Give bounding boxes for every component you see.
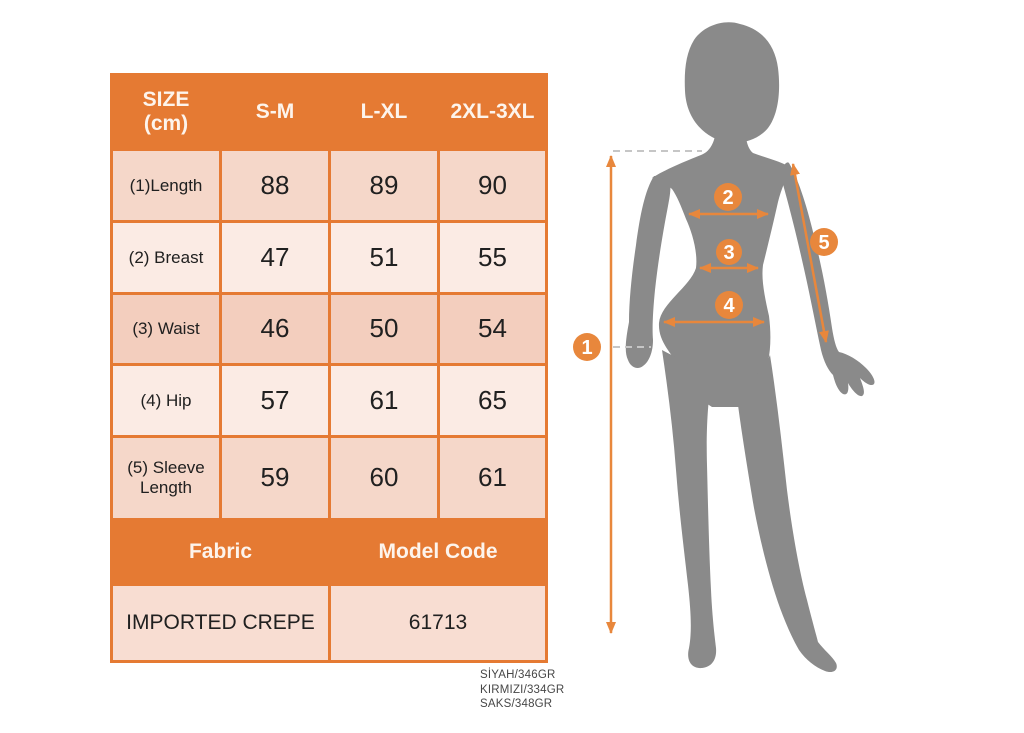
marker-circle-1	[573, 333, 601, 361]
color-weight-codes: SİYAH/346GR KIRMIZI/334GR SAKS/348GR	[480, 668, 564, 712]
hip-lxl: 61	[331, 366, 437, 435]
color-code-line-2: KIRMIZI/334GR	[480, 683, 565, 696]
color-code-line-3: SAKS/348GR	[480, 698, 553, 710]
size-header-line1: SIZE	[142, 87, 190, 111]
left-leg-shape	[662, 350, 727, 669]
marker-label-4: 4	[723, 295, 735, 317]
row-label-length: (1)Length	[113, 151, 219, 220]
marker-label-3: 3	[723, 242, 734, 264]
female-figure-silhouette	[625, 22, 875, 673]
hip-2xl3xl: 65	[440, 366, 545, 435]
model-code-header-cell: Model Code	[331, 521, 545, 583]
row-label-hip: (4) Hip	[113, 366, 219, 435]
hip-sm: 57	[222, 366, 328, 435]
breast-lxl: 51	[331, 223, 437, 292]
row-label-waist: (3) Waist	[113, 295, 219, 363]
col-header-sm: S-M	[222, 76, 328, 148]
fabric-header-cell: Fabric	[113, 521, 328, 583]
sleeve-sm: 59	[222, 438, 328, 518]
sleeve-lxl: 60	[331, 438, 437, 518]
row-label-breast: (2) Breast	[113, 223, 219, 292]
left-arm-shape	[625, 176, 671, 368]
breast-sm: 47	[222, 223, 328, 292]
marker-label-2: 2	[722, 187, 733, 209]
col-header-2xl3xl: 2XL-3XL	[440, 76, 545, 148]
sleeve-arrow	[790, 163, 829, 343]
marker-circle-5	[810, 228, 838, 256]
hair-shape	[684, 22, 780, 143]
size-chart-table: SIZE (cm) S-M L-XL 2XL-3XL (1)Length 88 …	[110, 73, 548, 663]
marker-circle-2	[714, 183, 742, 211]
waist-lxl: 50	[331, 295, 437, 363]
marker-circle-3	[716, 239, 742, 265]
fabric-value-cell: IMPORTED CREPE	[113, 586, 328, 660]
color-code-line-1: SİYAH/346GR	[480, 669, 556, 681]
col-header-size: SIZE (cm)	[113, 76, 219, 148]
length-sm: 88	[222, 151, 328, 220]
size-header-line2: (cm)	[143, 112, 189, 135]
row-label-sleeve-length: (5) Sleeve Length	[113, 438, 219, 518]
col-header-lxl: L-XL	[331, 76, 437, 148]
waist-sm: 46	[222, 295, 328, 363]
marker-label-1: 1	[581, 337, 592, 359]
right-arm-shape	[782, 162, 875, 397]
breast-2xl3xl: 55	[440, 223, 545, 292]
length-2xl3xl: 90	[440, 151, 545, 220]
right-leg-shape	[735, 355, 837, 673]
model-code-value-cell: 61713	[331, 586, 545, 660]
marker-circle-4	[715, 291, 743, 319]
length-lxl: 89	[331, 151, 437, 220]
measurement-figure: 1 2 3 4 5	[573, 22, 875, 673]
waist-2xl3xl: 54	[440, 295, 545, 363]
marker-label-5: 5	[818, 232, 829, 254]
sleeve-2xl3xl: 61	[440, 438, 545, 518]
